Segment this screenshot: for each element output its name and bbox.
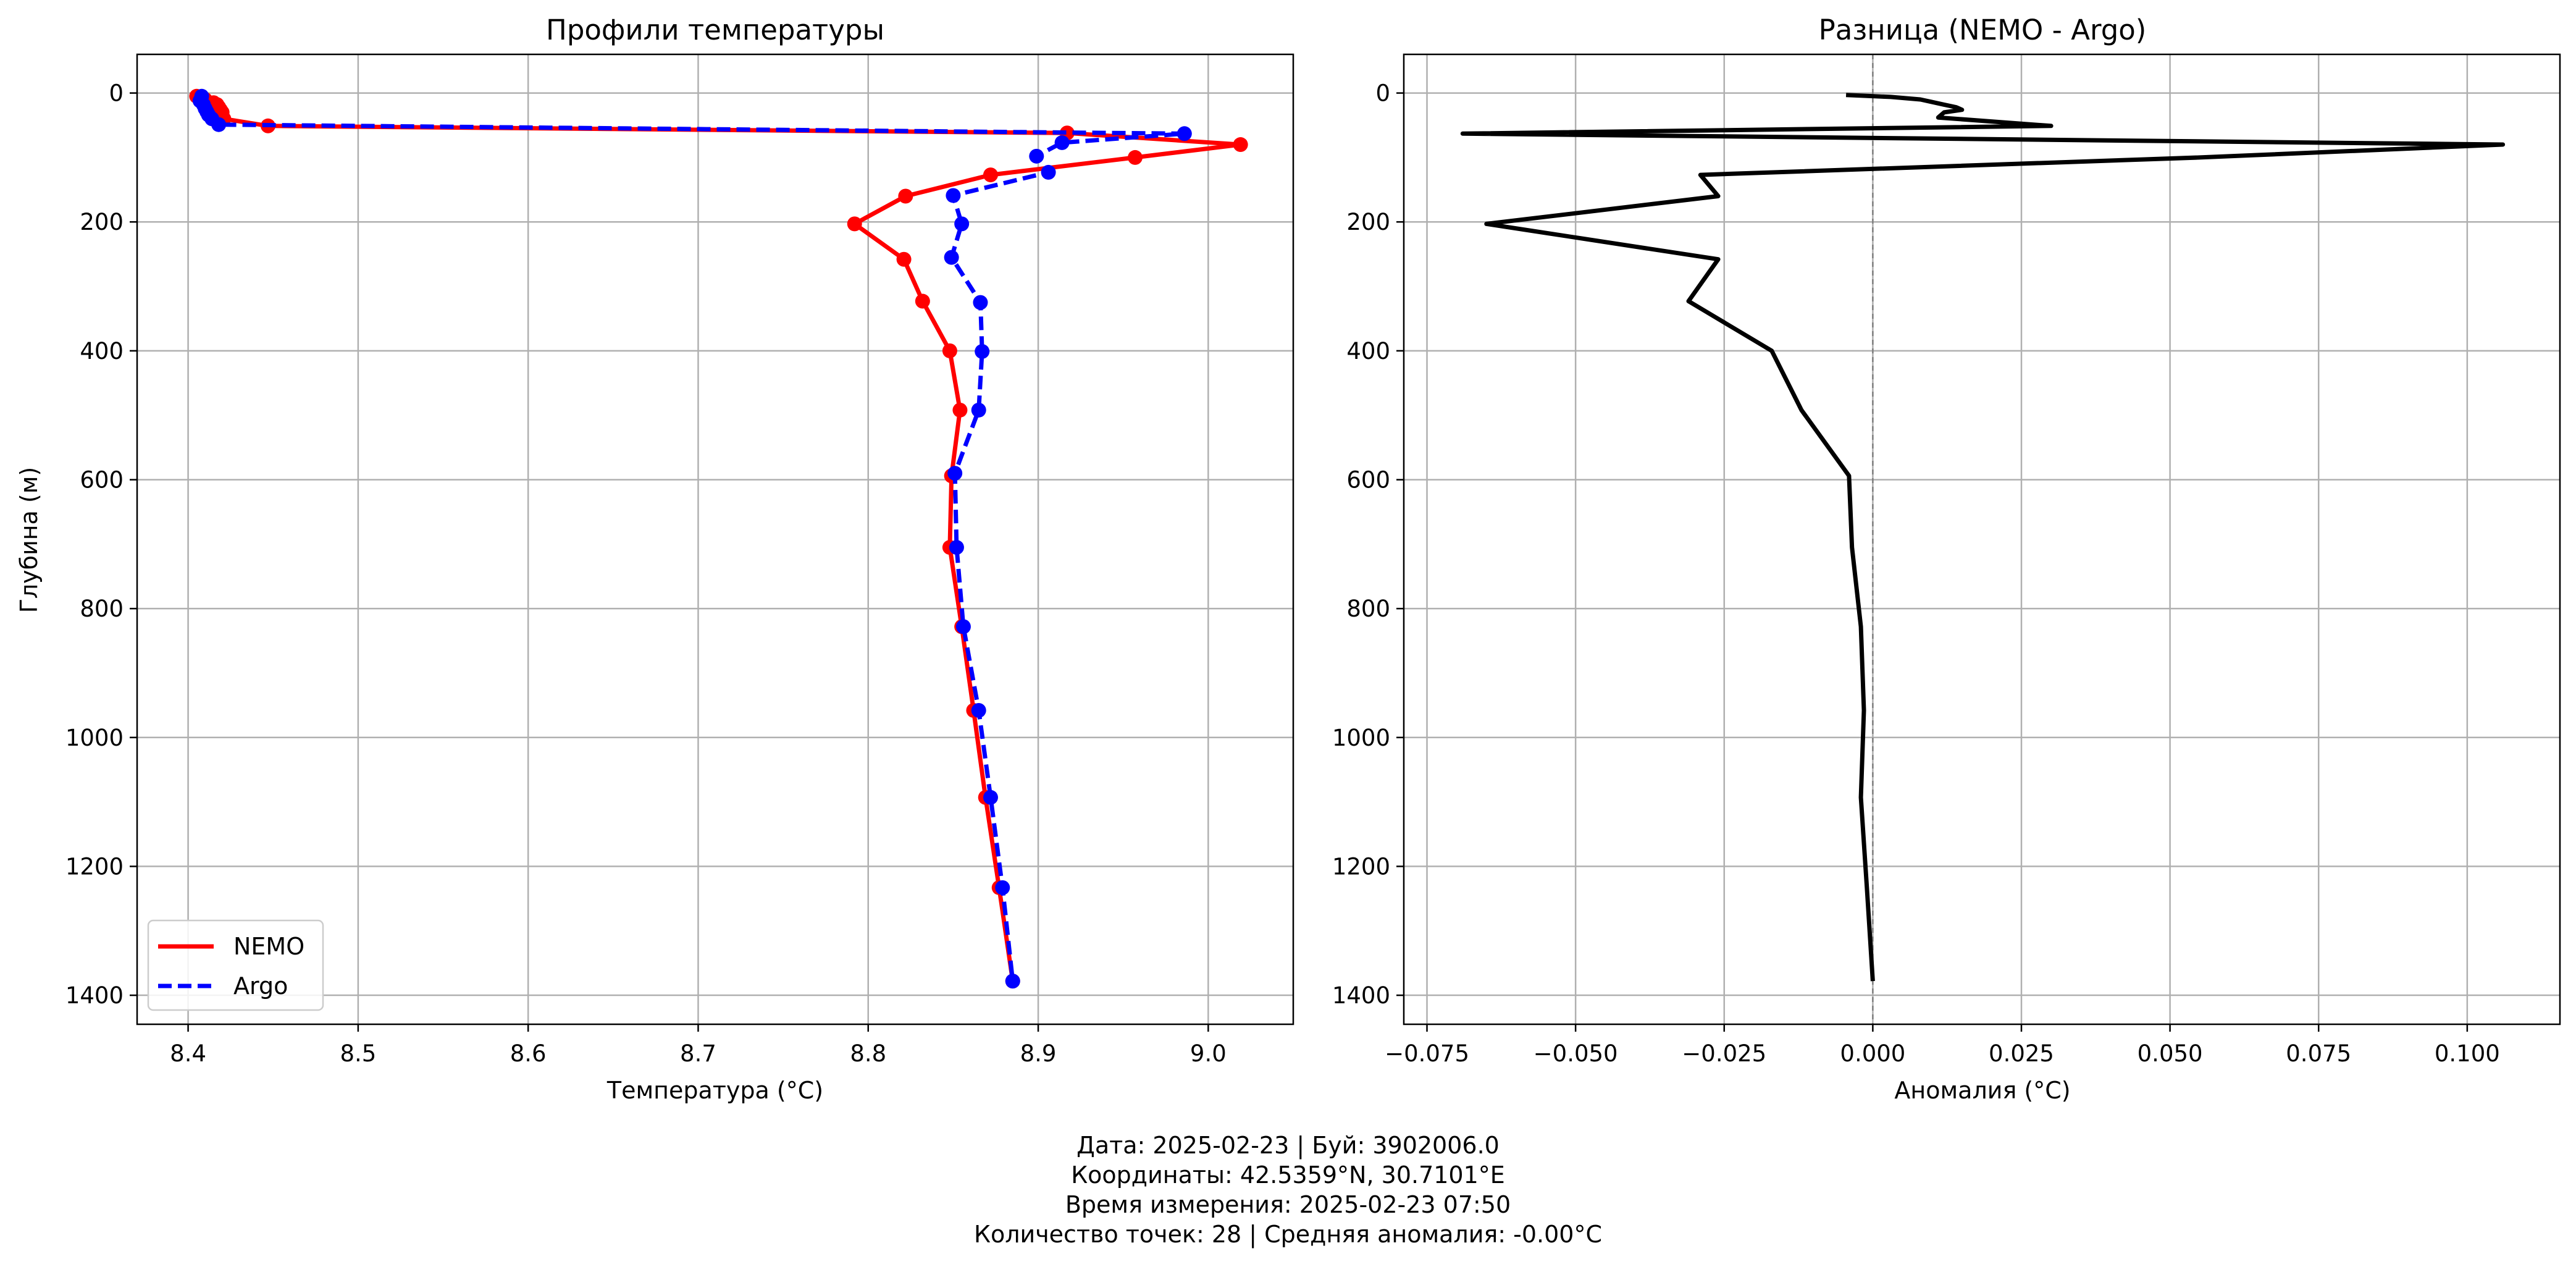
x-tick-label: 0.100 [2435,1040,2500,1067]
argo-data-point [975,343,990,359]
argo-data-point [1177,126,1192,141]
argo-data-point [944,250,959,265]
y-tick-label: 800 [1346,596,1390,622]
argo-data-point [973,295,988,310]
legend-box [147,919,324,1011]
nemo-data-point [1233,137,1248,153]
chart-title-right: Разница (NEMO - Argo) [1819,14,2147,46]
x-axis-label-left: Температура (°C) [606,1077,823,1104]
grid-right [1404,54,2560,1024]
argo-data-point [971,402,986,418]
x-tick-label: 8.4 [170,1040,206,1067]
y-ticks-right: 0 200 400 600 800 1000 1200 1400 [1332,80,1404,1009]
footer-line-measurement-time: Время измерения: 2025-02-23 07:50 [1065,1191,1511,1218]
nemo-data-point [847,216,862,232]
y-ticks-left: 0 200 400 600 800 1000 1200 1400 [65,80,137,1009]
footer-line-coordinates: Координаты: 42.5359°N, 30.7101°E [1071,1161,1505,1189]
nemo-data-point [915,293,930,309]
legend-label-argo: Argo [233,972,288,1000]
argo-series-line [198,95,1187,982]
argo-data-point [995,880,1010,895]
y-tick-label: 400 [1346,338,1390,364]
argo-data-point [1054,135,1070,150]
argo-data-point [946,188,961,203]
y-tick-label: 1000 [65,725,124,751]
axes-frame-left [136,53,1294,1026]
x-tick-label: −0.050 [1533,1040,1618,1067]
legend-label-nemo: NEMO [233,933,304,960]
argo-data-point [955,619,971,634]
argo-data-point [971,702,986,718]
anomaly-panel: −0.075 −0.050 −0.025 0.000 0.025 0.050 0.075 0.… [1332,14,2561,1104]
y-tick-label: 1400 [65,982,124,1009]
x-tick-label: 8.9 [1020,1040,1057,1067]
argo-data-point [947,466,963,481]
y-tick-label: 600 [1346,467,1390,494]
argo-data-point [1041,164,1056,180]
y-tick-label: 1400 [1332,982,1390,1009]
y-tick-label: 1200 [65,853,124,880]
y-tick-label: 600 [80,467,124,494]
y-tick-label: 1000 [1332,725,1390,751]
footer-line-points-anomaly: Количество точек: 28 | Средняя аномалия:… [973,1221,1603,1248]
nemo-data-point [1127,150,1143,165]
grid-left [137,54,1293,1024]
y-tick-label: 0 [1375,80,1390,107]
x-tick-label: 0.075 [2286,1040,2351,1067]
y-tick-label: 1200 [1332,853,1390,880]
x-ticks-right: −0.075 −0.050 −0.025 0.000 0.025 0.050 0.075 0.… [1385,1024,2500,1067]
y-axis-label-left: Глубина (м) [15,467,43,613]
x-ticks-left: 8.4 8.5 8.6 8.7 8.8 8.9 9.0 [170,1024,1227,1067]
x-tick-label: 8.8 [850,1040,886,1067]
y-tick-label: 800 [80,596,124,622]
x-tick-label: −0.075 [1385,1040,1469,1067]
argo-data-point [954,216,970,232]
x-axis-label-right: Аномалия (°C) [1894,1077,2070,1104]
footer-line-date-buoy: Дата: 2025-02-23 | Буй: 3902006.0 [1076,1132,1500,1159]
x-tick-label: 8.5 [340,1040,376,1067]
argo-data-point [983,790,998,805]
y-tick-label: 200 [80,209,124,235]
x-tick-label: 8.6 [510,1040,547,1067]
argo-data-point [1005,974,1020,989]
series-right [1460,93,2506,982]
x-tick-label: 8.7 [680,1040,716,1067]
y-tick-label: 0 [109,80,124,107]
x-tick-label: 9.0 [1190,1040,1227,1067]
axes-frame-right [1403,53,2561,1026]
argo-data-point [1029,148,1044,164]
y-tick-label: 400 [80,338,124,364]
nemo-data-point [942,343,957,358]
y-tick-label: 200 [1346,209,1390,235]
x-tick-label: 0.000 [1840,1040,1905,1067]
nemo-series-line [196,94,1243,982]
nemo-data-point [898,188,913,204]
x-tick-label: 0.050 [2138,1040,2203,1067]
legend: NEMO Argo [147,919,324,1011]
x-tick-label: −0.025 [1682,1040,1766,1067]
anomaly-series-line [1460,93,2506,982]
temperature-profile-panel: 8.4 8.5 8.6 8.7 8.8 8.9 9.0 0 200 400 600 800 1000 1… [15,14,1294,1104]
argo-data-point [949,540,964,555]
x-tick-label: 0.025 [1989,1040,2054,1067]
nemo-data-point [983,167,998,183]
nemo-data-point [952,402,968,418]
argo-data-point [211,117,227,132]
nemo-data-point [896,251,912,267]
chart-title-left: Профили температуры [546,14,884,46]
footer-info: Дата: 2025-02-23 | Буй: 3902006.0 Коорди… [0,1131,2576,1249]
series-left [189,88,1248,989]
